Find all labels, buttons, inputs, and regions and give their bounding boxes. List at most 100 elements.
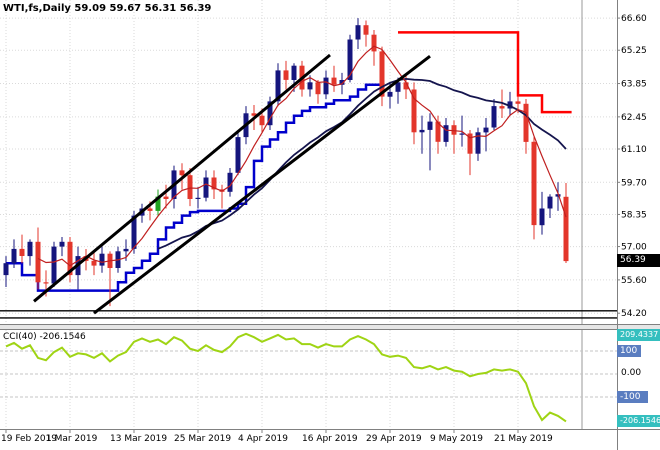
cci-level-0-label: 0.00 bbox=[621, 368, 642, 378]
candle-body bbox=[43, 282, 49, 284]
candle-body bbox=[195, 197, 201, 199]
price-axis-label: 63.85 bbox=[621, 80, 647, 90]
candle-body bbox=[163, 196, 169, 199]
time-axis-label: 25 Mar 2019 bbox=[174, 434, 231, 444]
current-price-box: 56.39 bbox=[617, 254, 660, 267]
candle-body bbox=[59, 241, 65, 247]
candle-body bbox=[123, 248, 129, 252]
time-axis-label: 16 Apr 2019 bbox=[302, 434, 358, 444]
candle-body bbox=[499, 106, 505, 109]
time-axis-label: 13 Mar 2019 bbox=[110, 434, 167, 444]
candle-body bbox=[395, 82, 401, 92]
candle-body bbox=[443, 125, 449, 142]
candle-body bbox=[515, 101, 521, 104]
price-axis-label: 57.00 bbox=[621, 243, 647, 253]
candle-body bbox=[363, 25, 369, 35]
candle-body bbox=[35, 241, 41, 283]
candle-body bbox=[483, 127, 489, 133]
candle-body bbox=[11, 248, 17, 264]
candle-body bbox=[283, 70, 289, 80]
candle-body bbox=[251, 113, 257, 116]
candle-body bbox=[187, 175, 193, 199]
time-axis-label: 21 May 2019 bbox=[494, 434, 553, 444]
candle-body bbox=[179, 170, 185, 176]
price-axis-label: 62.45 bbox=[621, 113, 647, 123]
candle-body bbox=[131, 215, 137, 249]
candle-body bbox=[435, 121, 441, 142]
candle-body bbox=[467, 133, 473, 154]
candle-body bbox=[291, 65, 297, 80]
price-axis-label: 58.35 bbox=[621, 210, 647, 220]
candle-body bbox=[563, 196, 569, 262]
resistance-step-line bbox=[398, 31, 572, 114]
candle-body bbox=[347, 39, 353, 80]
candle-body bbox=[91, 260, 97, 266]
time-axis-label: 9 May 2019 bbox=[430, 434, 483, 444]
candle-body bbox=[411, 89, 417, 133]
price-axis-label: 61.10 bbox=[621, 145, 647, 155]
time-axis-label: 1 Mar 2019 bbox=[46, 434, 98, 444]
candle-body bbox=[155, 196, 161, 211]
trendline bbox=[33, 53, 331, 303]
candle-body bbox=[51, 246, 57, 284]
trendline bbox=[93, 54, 431, 315]
cci-level-100-box: 100 bbox=[617, 345, 641, 357]
candle-body bbox=[275, 70, 281, 102]
ma-fast-line bbox=[37, 45, 567, 267]
candle-body bbox=[67, 241, 73, 276]
candle-body bbox=[491, 106, 497, 128]
candle-body bbox=[315, 82, 321, 95]
time-axis-label: 4 Apr 2019 bbox=[238, 434, 288, 444]
panel-separator[interactable] bbox=[0, 324, 660, 330]
candle-body bbox=[203, 177, 209, 198]
candle-body bbox=[379, 51, 385, 97]
cci-current-value-box: -206.1546 bbox=[617, 415, 660, 427]
candle-body bbox=[427, 121, 433, 130]
candle-body bbox=[387, 91, 393, 97]
candle-body bbox=[99, 253, 105, 266]
candle-body bbox=[459, 133, 465, 135]
time-axis-label: 19 Feb 2019 bbox=[1, 434, 57, 444]
cci-line bbox=[5, 332, 567, 423]
candle-body bbox=[355, 25, 361, 40]
cci-max-value-box: 209.4337 bbox=[617, 329, 660, 341]
candle-body bbox=[235, 137, 241, 173]
cci-indicator-label: CCI(40) -206.1546 bbox=[3, 332, 86, 342]
hilo-support-line bbox=[6, 83, 382, 292]
candle-body bbox=[323, 77, 329, 95]
candle-body bbox=[27, 241, 33, 257]
price-axis-label: 59.70 bbox=[621, 178, 647, 188]
candle-body bbox=[507, 101, 513, 109]
candle-body bbox=[451, 125, 457, 135]
candle-body bbox=[339, 80, 345, 85]
candle-body bbox=[19, 248, 25, 256]
candle-body bbox=[331, 77, 337, 85]
candle-body bbox=[539, 208, 545, 226]
candle-body bbox=[259, 115, 265, 126]
candle-body bbox=[371, 34, 377, 52]
price-axis-label: 55.60 bbox=[621, 276, 647, 286]
candle-body bbox=[523, 103, 529, 142]
candle-body bbox=[147, 208, 153, 211]
price-axis-label: 65.25 bbox=[621, 46, 647, 56]
candle-body bbox=[227, 172, 233, 192]
candle-body bbox=[3, 263, 9, 276]
candle-body bbox=[419, 129, 425, 133]
cci-level-minus100-box: -100 bbox=[617, 391, 648, 403]
price-axis-label: 54.20 bbox=[621, 309, 647, 319]
candle-body bbox=[403, 82, 409, 90]
candle-body bbox=[307, 82, 313, 90]
ma-slow-line bbox=[157, 77, 567, 250]
candle-body bbox=[267, 101, 273, 126]
ohlc-values: 59.09 59.67 56.31 56.39 bbox=[74, 3, 212, 14]
price-axis-label: 66.60 bbox=[621, 14, 647, 24]
candle-body bbox=[547, 196, 553, 209]
candle-body bbox=[555, 194, 561, 197]
candle-body bbox=[211, 177, 217, 190]
chart-title: WTI,fs,Daily 59.09 59.67 56.31 56.39 bbox=[3, 3, 211, 14]
time-axis-label: 29 Apr 2019 bbox=[366, 434, 422, 444]
symbol-period-label: WTI,fs,Daily bbox=[3, 3, 71, 14]
candle-body bbox=[475, 132, 481, 154]
